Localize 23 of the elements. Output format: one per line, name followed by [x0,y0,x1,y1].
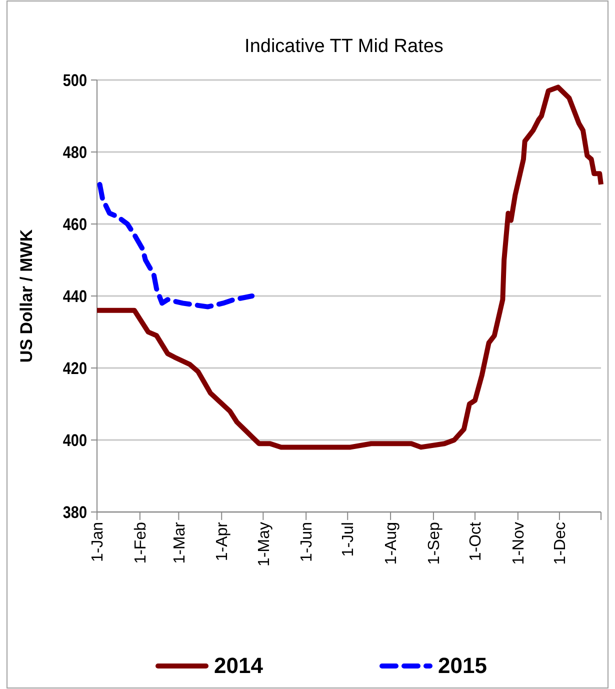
y-tick-label: 380 [62,504,88,522]
chart-title: Indicative TT Mid Rates [244,36,444,57]
y-tick-label: 400 [62,432,88,450]
y-tick-label: 480 [62,144,88,162]
x-tick-label: 1-Jun [298,522,316,562]
x-tick-label: 1-Sep [426,522,444,565]
y-tick-label: 460 [62,216,88,234]
legend-label: 2015 [438,653,487,678]
x-tick-label: 1-Jul [340,522,358,557]
y-tick-label: 500 [62,72,88,90]
y-tick-label: 440 [62,288,88,306]
x-tick-label: 1-Nov [510,522,528,565]
x-tick-label: 1-Apr [214,521,232,562]
x-tick-label: 1-May [256,522,273,566]
x-tick-label: 1-Dec [552,522,570,565]
x-tick-label: 1-Mar [171,521,188,564]
y-tick-label: 420 [62,360,88,378]
x-tick-label: 1-Jan [90,522,107,562]
x-tick-label: 1-Aug [383,522,400,565]
y-axis-title: US Dollar / MWK [17,228,36,363]
x-tick-label: 1-Oct [468,521,485,562]
x-tick-label: 1-Feb [132,522,150,564]
legend-label: 2014 [214,653,264,678]
